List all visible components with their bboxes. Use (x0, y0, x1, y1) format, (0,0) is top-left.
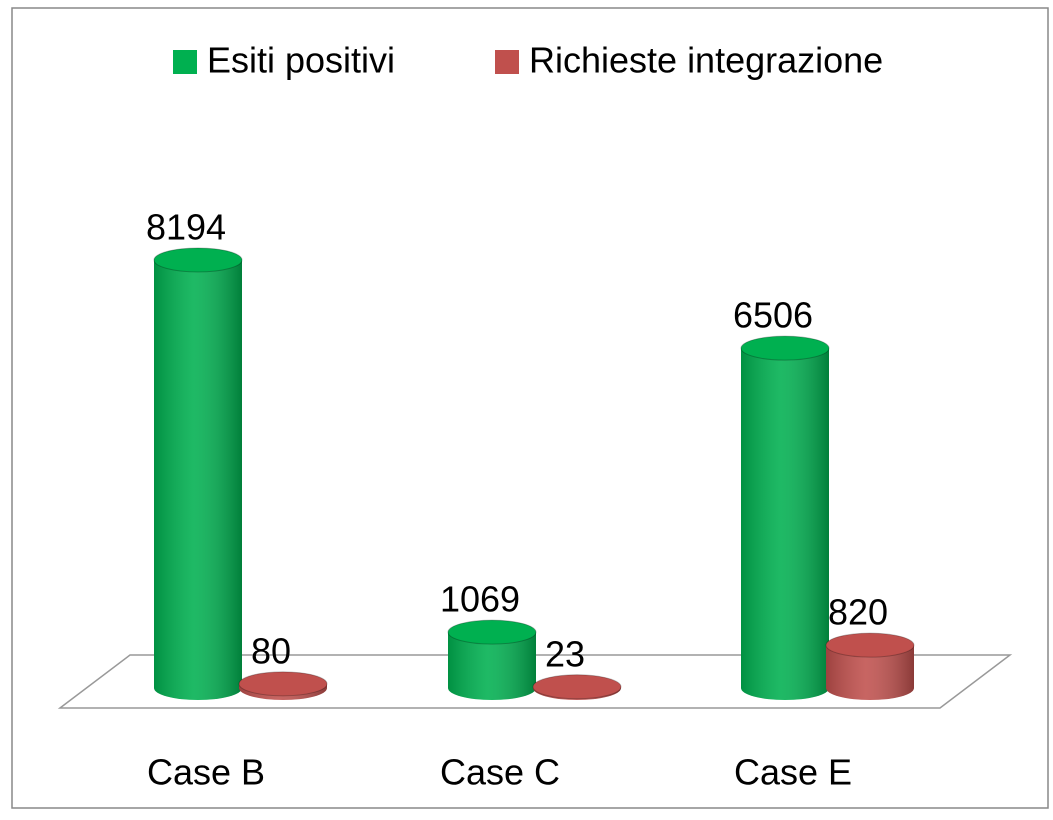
bar-top (740, 335, 830, 361)
legend-label: Richieste integrazione (529, 40, 883, 81)
x-tick-label: Case E (734, 752, 852, 793)
bar-shade (448, 632, 536, 700)
data-label: 6506 (733, 295, 813, 336)
bar-top (447, 619, 537, 645)
legend-swatch (495, 50, 519, 74)
data-label: 23 (545, 633, 585, 674)
bar-shade (154, 260, 242, 700)
data-label: 820 (828, 592, 888, 633)
x-tick-label: Case B (147, 752, 265, 793)
x-tick-label: Case C (440, 752, 560, 793)
bar-shade (826, 645, 914, 700)
bar-top (238, 671, 328, 697)
data-label: 80 (251, 630, 291, 671)
bar-top (532, 674, 622, 700)
data-label: 1069 (440, 579, 520, 620)
legend-swatch (173, 50, 197, 74)
data-label: 8194 (146, 207, 226, 248)
bar-shade (741, 348, 829, 700)
bar-top (825, 632, 915, 658)
bar-top (153, 247, 243, 273)
legend-label: Esiti positivi (207, 40, 395, 81)
